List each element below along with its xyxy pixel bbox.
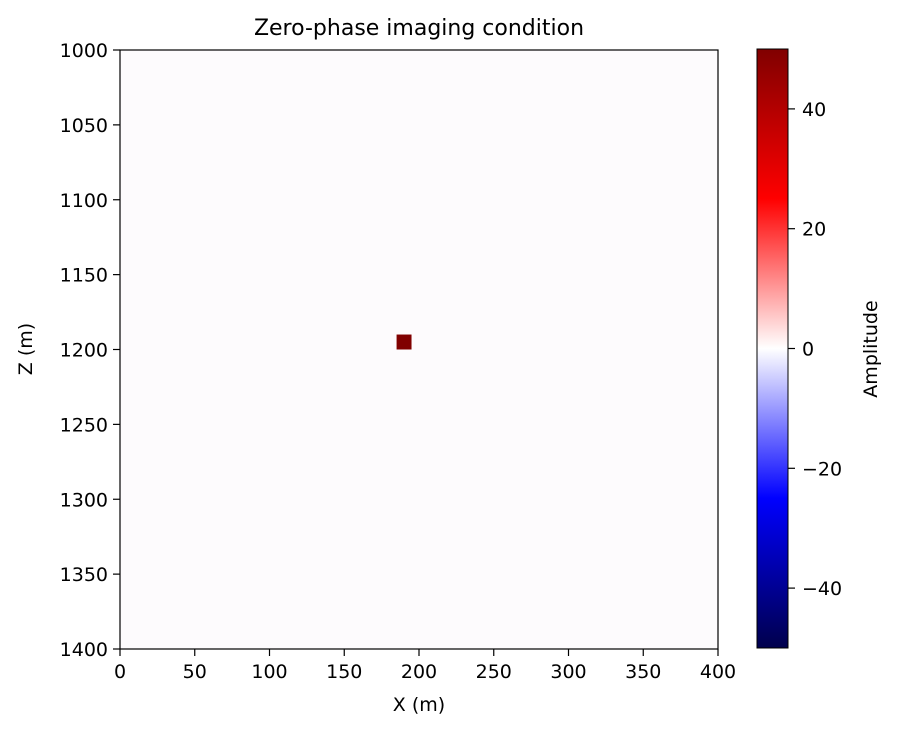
colorbar-tick-label: −20 (802, 458, 842, 480)
colorbar (756, 48, 789, 649)
colorbar-label: Amplitude (860, 300, 882, 397)
y-tick-label: 1250 (60, 414, 108, 436)
x-tick-label: 100 (251, 661, 287, 683)
y-tick-label: 1050 (60, 115, 108, 137)
x-axis-label: X (m) (393, 694, 445, 716)
colorbar-ticks: 40 20 0 −20 −40 (788, 99, 842, 600)
y-axis-label: Z (m) (15, 323, 37, 375)
y-tick-label: 1200 (60, 340, 108, 362)
y-axis-ticks: 1000 1050 1100 1150 1200 1250 1300 1350 1400 (60, 40, 120, 661)
image-feature (396, 334, 412, 350)
x-tick-label: 50 (183, 661, 207, 683)
x-tick-label: 300 (550, 661, 586, 683)
colorbar-tick-label: 0 (802, 339, 814, 361)
x-tick-label: 350 (625, 661, 661, 683)
y-tick-label: 1300 (60, 489, 108, 511)
x-tick-label: 400 (700, 661, 736, 683)
y-tick-label: 1400 (60, 639, 108, 661)
y-tick-label: 1100 (60, 190, 108, 212)
colorbar-tick-label: 20 (802, 219, 826, 241)
x-axis-ticks: 0 50 100 150 200 250 300 350 400 (114, 649, 736, 683)
image-features (396, 334, 412, 350)
colorbar-tick-label: −40 (802, 578, 842, 600)
y-tick-label: 1000 (60, 40, 108, 62)
y-tick-label: 1150 (60, 265, 108, 287)
chart-title: Zero-phase imaging condition (254, 16, 584, 41)
colorbar-tick-label: 40 (802, 99, 826, 121)
y-tick-label: 1350 (60, 564, 108, 586)
x-tick-label: 250 (476, 661, 512, 683)
x-tick-label: 200 (401, 661, 437, 683)
x-tick-label: 150 (326, 661, 362, 683)
x-tick-label: 0 (114, 661, 126, 683)
plot-area (120, 50, 718, 649)
